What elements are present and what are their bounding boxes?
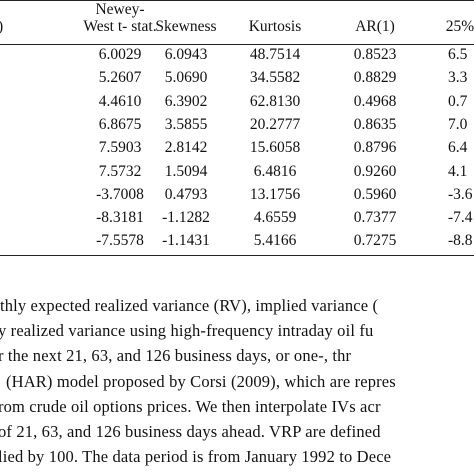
table-cell: 34.5582 <box>249 69 301 87</box>
table-cell: 5.2607 <box>98 69 142 87</box>
header-25pct: 25% <box>445 18 474 35</box>
table-cell: -3.7008 <box>96 185 144 203</box>
table-cell: 15.6058 <box>249 139 301 157</box>
table-cell: -7.4 <box>448 209 473 227</box>
table-cell: 3.5855 <box>164 115 208 133</box>
table-cell: -8.3181 <box>96 209 144 227</box>
header-skewness: Skewness <box>155 18 217 35</box>
table-cell: 5.0690 <box>164 69 208 87</box>
table-cell: 0.8523 <box>353 46 397 63</box>
table-cell: 0.7377 <box>353 209 397 227</box>
table-cell: 6.8675 <box>98 115 142 133</box>
note-line: of 21, 63, and 126 business days ahead. … <box>0 422 381 441</box>
header-ar1: AR(1) <box>355 18 395 35</box>
table-cell: 6.5 <box>448 46 468 63</box>
table-bottom-rule <box>0 255 474 256</box>
note-line: lied by 100. The data period is from Jan… <box>0 447 392 467</box>
table-cell: 6.4 <box>448 139 468 157</box>
table-cell: 1.5094 <box>164 162 208 180</box>
table-cell: 6.3902 <box>164 92 208 110</box>
table-cell: 7.5732 <box>98 162 142 180</box>
table-cell: -7.5578 <box>96 232 144 250</box>
table-cell: 48.7514 <box>249 46 301 63</box>
table-cell: 4.6559 <box>253 209 297 227</box>
table-cell: 7.5903 <box>98 139 142 157</box>
table-cell: -3.6 <box>448 185 473 203</box>
table-cell: 0.5960 <box>353 185 397 203</box>
table-cell: 0.8829 <box>353 69 397 87</box>
note-line: y realized variance using high-frequency… <box>0 321 374 341</box>
table-cell: 0.4968 <box>353 92 397 110</box>
table-cell: 0.9260 <box>353 162 397 180</box>
table-cell: 0.8796 <box>353 139 397 157</box>
note-line: rom crude oil options prices. We then in… <box>0 396 381 416</box>
table-cell: 20.2777 <box>249 115 301 133</box>
table-cell: 6.0943 <box>164 46 208 63</box>
table-cell: 0.8635 <box>353 115 397 133</box>
table-cell: 2.8142 <box>164 139 208 157</box>
header-rule <box>0 44 474 45</box>
row-label-stub: ) <box>0 18 3 35</box>
table-cell: -1.1282 <box>162 209 210 227</box>
table-cell: 5.4166 <box>253 232 297 250</box>
table-cell: 3.3 <box>448 69 468 87</box>
header-kurtosis: Kurtosis <box>248 18 302 35</box>
table-cell: 0.7 <box>448 92 468 110</box>
table-cell: 7.0 <box>448 115 468 133</box>
table-cell: -1.1431 <box>162 232 210 250</box>
header-newey-west: Newey- West t- stat. <box>60 1 180 35</box>
table-cell: 4.4610 <box>98 92 142 110</box>
table-top-rule <box>0 0 474 1</box>
note-line: (HAR) model proposed by Corsi (2009), wh… <box>6 371 396 391</box>
header-newey-west-line2: West t- stat. <box>83 18 157 35</box>
table-cell: 6.4816 <box>253 162 297 180</box>
note-line: thly expected realized variance (RV), im… <box>0 296 379 315</box>
table-cell: 0.4793 <box>164 185 208 203</box>
table-cell: 4.1 <box>448 162 468 180</box>
table-cell: 62.8130 <box>249 92 301 110</box>
header-newey-west-line1: Newey- <box>95 1 145 18</box>
note-line: r the next 21, 63, and 126 business days… <box>0 346 352 366</box>
table-cell: 6.0029 <box>98 46 142 63</box>
table-cell: 13.1756 <box>249 185 301 203</box>
table-cell: 0.7275 <box>353 232 397 250</box>
table-cell: -8.8 <box>448 232 473 250</box>
